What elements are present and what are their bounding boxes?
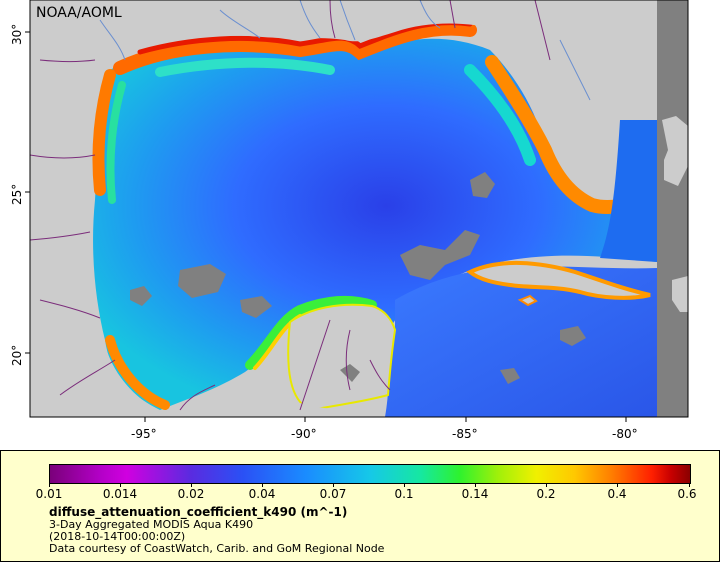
colorbar-tick-label: 0.01: [35, 487, 63, 501]
y-tick-label: 25°: [10, 183, 24, 205]
x-tick-label: -95°: [131, 427, 157, 441]
colorbar-tick: [262, 483, 263, 487]
texas-green-band: [106, 81, 126, 204]
colorbar-tick: [475, 483, 476, 487]
central-america-land: [160, 391, 385, 417]
axis-ticks: [25, 31, 627, 422]
hispaniola-land: [672, 276, 688, 312]
x-tick-label: -80°: [612, 427, 638, 441]
florida-cyan-band: [464, 64, 536, 166]
colorbar-tick: [333, 483, 334, 487]
caribbean-sea-water: [385, 266, 657, 417]
colorbar-tick-label: 0.14: [461, 487, 489, 501]
bahamas-land: [662, 116, 688, 186]
colorbar-tick-label: 0.2: [536, 487, 556, 501]
rivers: [99, 0, 591, 101]
no-coverage-strip: [657, 0, 688, 417]
colorbar-tick: [689, 483, 690, 487]
colorbar: [49, 464, 691, 484]
x-tick-label: -85°: [452, 427, 478, 441]
cuba-island: [466, 260, 651, 300]
colorbar-tick: [191, 483, 192, 487]
colorbar-tick: [617, 483, 618, 487]
y-tick-label: 20°: [10, 344, 24, 366]
atlantic-water: [600, 120, 657, 262]
data-credit: Data courtesy of CoastWatch, Carib. and …: [49, 542, 385, 555]
dataset-description: 3-Day Aggregated MODIS Aqua K490: [49, 518, 254, 531]
legend-panel: 0.01 0.014 0.02 0.04 0.07 0.1 0.14 0.2 0…: [0, 450, 720, 562]
northern-shelf-band-outer: [137, 20, 473, 55]
map-frame: NOAA/AOML -95° -90° -85° -80° 30° 25° 20…: [10, 0, 689, 441]
k490-map: [25, 0, 689, 422]
y-tick-label: 30°: [10, 23, 24, 45]
northern-shelf-band: [113, 21, 477, 75]
variable-name: diffuse_attenuation_coefficient_k490 (m^…: [49, 505, 348, 519]
map-border: [29, 0, 689, 418]
isle-of-youth: [517, 294, 538, 307]
colorbar-tick-label: 0.014: [102, 487, 138, 501]
missing-data-patches: [130, 172, 586, 384]
colorbar-tick: [49, 483, 50, 487]
colorbar-tick-label: 0.04: [248, 487, 276, 501]
campeche-shelf-band: [245, 295, 377, 370]
colorbar-tick-label: 0.6: [677, 487, 697, 501]
colorbar-tick-label: 0.4: [607, 487, 627, 501]
colorbar-tick: [546, 483, 547, 487]
louisiana-green-band: [155, 57, 335, 77]
mexico-land: [30, 95, 158, 417]
mexico-shelf-band: [105, 335, 170, 410]
us-gulf-coast-land: [30, 0, 500, 95]
florida-land: [500, 0, 657, 197]
dataset-timestamp: (2018-10-14T00:00:00Z): [49, 530, 186, 543]
colorbar-tick-label: 0.02: [177, 487, 205, 501]
colorbar-tick-label: 0.07: [319, 487, 347, 501]
colorbar-tick-label: 0.1: [394, 487, 414, 501]
colorbar-tick: [120, 483, 121, 487]
yucatan-peninsula: [287, 303, 397, 412]
political-boundaries: [29, 0, 551, 411]
map-credit: NOAA/AOML: [36, 5, 122, 21]
colorbar-tick: [404, 483, 405, 487]
x-tick-label: -90°: [291, 427, 317, 441]
texas-shelf-band: [92, 69, 116, 196]
